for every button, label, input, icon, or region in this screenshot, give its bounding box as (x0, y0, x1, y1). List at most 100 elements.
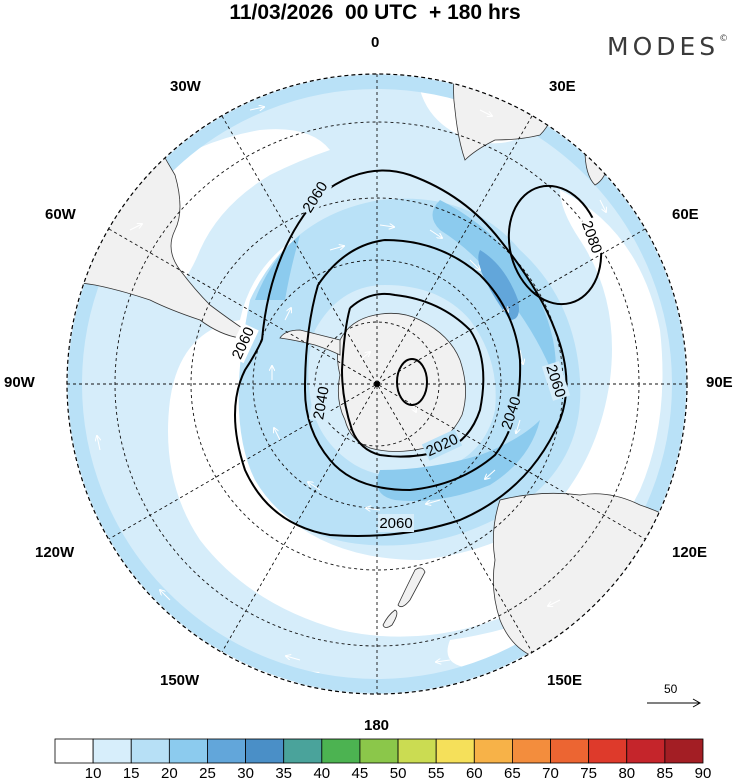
colorbar-tick-label: 85 (656, 765, 674, 782)
longitude-label: 150E (547, 672, 583, 689)
wind-vector (640, 299, 643, 314)
wind-vector (469, 259, 480, 270)
colorbar-tick-label: 70 (542, 765, 559, 782)
longitude-label: 30W (170, 78, 201, 95)
wind-vector (329, 246, 344, 251)
latitude-circle-2 (252, 259, 502, 509)
new-zealand (382, 567, 426, 628)
wind-vector (479, 109, 492, 116)
latitude-circle-1 (314, 321, 440, 447)
colorbar-tick-label: 35 (275, 765, 293, 782)
wind-vector (379, 225, 394, 227)
wind-vector (624, 469, 631, 482)
longitude-label: 90E (706, 374, 733, 391)
wind-vector (308, 482, 321, 491)
meridian-60e-120w (108, 228, 646, 540)
colorbar-tick-label: 55 (427, 765, 445, 782)
longitude-label: 180 (364, 717, 390, 734)
wind-vector (284, 308, 291, 321)
colorbar-swatch (550, 738, 590, 764)
contour-low-center (396, 358, 428, 406)
wind-vector (436, 660, 451, 662)
antarctic-peninsula (279, 329, 341, 356)
colorbar-tick-label: 15 (122, 765, 140, 782)
wind-vector (429, 229, 442, 238)
colorbar-tick-label: 90 (694, 765, 712, 782)
height-contours (234, 169, 603, 537)
colorbar-swatch (435, 738, 475, 764)
brand-name: MODES (607, 32, 720, 61)
wind-vector (516, 419, 521, 433)
colorbar-swatch (512, 738, 551, 764)
wind-vectors (97, 107, 643, 662)
colorbar-swatch (397, 738, 437, 764)
meridian-30w-150e (221, 115, 533, 653)
colorbar-swatch (664, 738, 704, 764)
calm-wind-region-4 (447, 560, 640, 668)
wind-vector (274, 428, 281, 441)
colorbar-swatch (321, 738, 361, 764)
longitude-label: 120E (672, 544, 708, 561)
colorbar-tick-label: 60 (465, 765, 483, 782)
colorbar-swatch (626, 738, 666, 764)
colorbar-swatch (283, 738, 323, 764)
colorbar-tick-label: 20 (161, 765, 178, 782)
colorbar-swatch (588, 738, 628, 764)
wind-vector (426, 499, 441, 504)
meridian-30e-150w (221, 115, 533, 653)
colorbar-swatch (54, 738, 94, 764)
graticule (67, 74, 687, 694)
colorbar-tick-label: 65 (504, 765, 521, 782)
colorbar (54, 738, 704, 764)
wind-vector (249, 107, 264, 110)
wind-vector (548, 599, 561, 606)
wind-vector (520, 349, 523, 364)
contour-2040 (303, 238, 522, 492)
longitude-label: 150W (160, 672, 200, 689)
south-pole-marker (374, 381, 380, 387)
longitude-label: 0 (371, 34, 380, 51)
longitude-label: 90W (4, 374, 35, 391)
wind-vector (359, 352, 370, 361)
colorbar-swatch (359, 738, 399, 764)
colorbar-tick-label: 25 (199, 765, 216, 782)
colorbar-swatch (207, 738, 246, 764)
colorbar-tick-label: 50 (389, 765, 407, 782)
wind-vector (286, 656, 301, 661)
colorbar-swatch (245, 738, 285, 764)
jet-core-east (432, 200, 556, 380)
map-title: 11/03/2026 00 UTC + 180 hrs (229, 1, 521, 24)
colorbar-tick-label: 80 (618, 765, 636, 782)
colorbar-tick-label: 30 (237, 765, 254, 782)
wind-vector (409, 399, 416, 412)
contour-label: 2060 (379, 515, 412, 532)
wind-vector (97, 436, 100, 451)
wind-vector (485, 469, 496, 479)
jet-core-south (377, 420, 540, 501)
longitude-label: 120W (35, 544, 75, 561)
longitude-label: 30E (549, 78, 576, 95)
wind-vector (366, 508, 381, 510)
wind-vector (129, 224, 142, 231)
colorbar-swatch (130, 738, 170, 764)
longitude-label: 60W (45, 206, 76, 223)
copyright-mark: © (719, 34, 729, 44)
contour-2060 (234, 169, 568, 537)
longitude-label: 60E (672, 206, 699, 223)
polar-map: 2060 2060 2060 2060 2080 2040 2040 2020 (66, 73, 688, 695)
wind-scale-label: 50 (664, 682, 678, 696)
australia (492, 492, 687, 658)
colorbar-tick-label: 10 (84, 765, 102, 782)
colorbar-swatch (168, 738, 208, 764)
jet-core-max (478, 250, 519, 320)
wind-vector (160, 590, 171, 601)
colorbar-swatch (473, 738, 513, 764)
colorbar-tick-label: 40 (313, 765, 331, 782)
latitude-circle-4 (114, 121, 640, 647)
contour-label: 2040 (310, 385, 333, 421)
wind-vector (179, 194, 194, 201)
colorbar-tick-label: 75 (580, 765, 597, 782)
map-boundary (66, 73, 688, 695)
meridian-60w-120e (108, 228, 646, 540)
colorbar-swatch (92, 738, 132, 764)
